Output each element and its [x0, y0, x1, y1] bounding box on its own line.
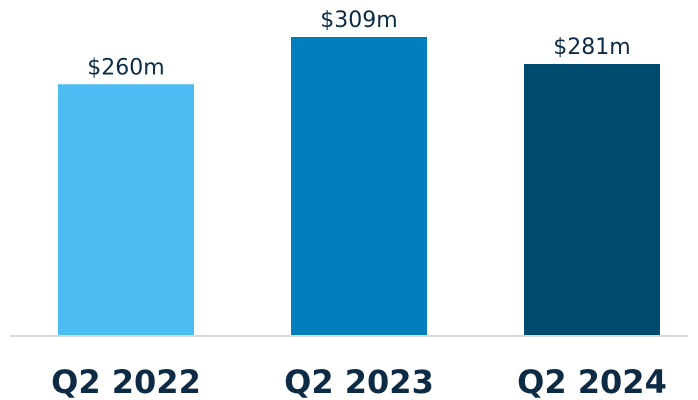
category-label: Q2 2024: [517, 363, 667, 400]
category-label: Q2 2022: [51, 363, 201, 400]
value-label: $281m: [553, 35, 630, 60]
value-labels-group: $260m $309m $281m: [87, 8, 630, 80]
bar-q2-2024: [524, 64, 660, 335]
category-label: Q2 2023: [284, 363, 434, 400]
value-label: $260m: [87, 55, 164, 80]
category-labels-group: Q2 2022 Q2 2023 Q2 2024: [51, 363, 667, 400]
bar-q2-2023: [291, 37, 427, 335]
bars-group: [58, 37, 660, 335]
bar-q2-2022: [58, 84, 194, 335]
value-label: $309m: [320, 8, 397, 33]
